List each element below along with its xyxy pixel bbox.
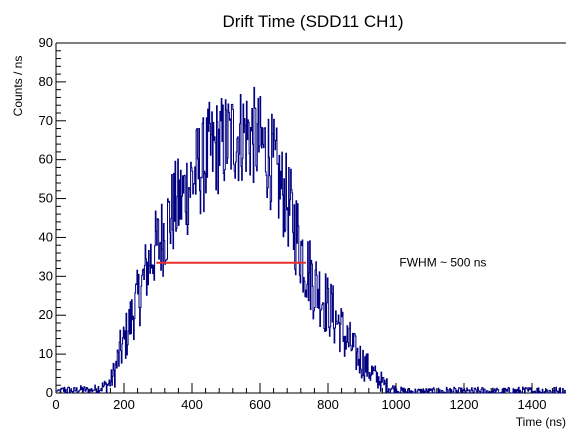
x-tick-label: 800: [317, 397, 339, 412]
x-tick-label: 400: [181, 397, 203, 412]
x-axis-title: Time (ns): [516, 415, 566, 429]
chart-title: Drift Time (SDD11 CH1): [222, 12, 403, 31]
y-tick-label: 70: [39, 113, 53, 128]
x-tick-label: 600: [249, 397, 271, 412]
x-tick-label: 1200: [450, 397, 479, 412]
plot-area: 0 10 20 30 40 50 60 70 80 90 0 200 400 600 800 1000 1200…: [39, 35, 566, 412]
y-tick-label: 30: [39, 268, 53, 283]
x-tick-label: 0: [52, 397, 59, 412]
y-tick-label: 10: [39, 346, 53, 361]
y-tick-label: 0: [46, 385, 53, 400]
y-tick-label: 60: [39, 152, 53, 167]
x-tick-label: 1400: [518, 397, 547, 412]
y-tick-label: 80: [39, 74, 53, 89]
histogram-series-line: [56, 86, 566, 394]
annotation-label: FWHM ~ 500 ns: [399, 256, 486, 270]
y-tick-label: 40: [39, 229, 53, 244]
y-tick-label: 20: [39, 307, 53, 322]
y-tick-label: 90: [39, 35, 53, 50]
x-tick-label: 1000: [382, 397, 411, 412]
y-tick-label: 50: [39, 191, 53, 206]
y-axis-title: Counts / ns: [11, 56, 25, 117]
x-tick-label: 200: [113, 397, 135, 412]
